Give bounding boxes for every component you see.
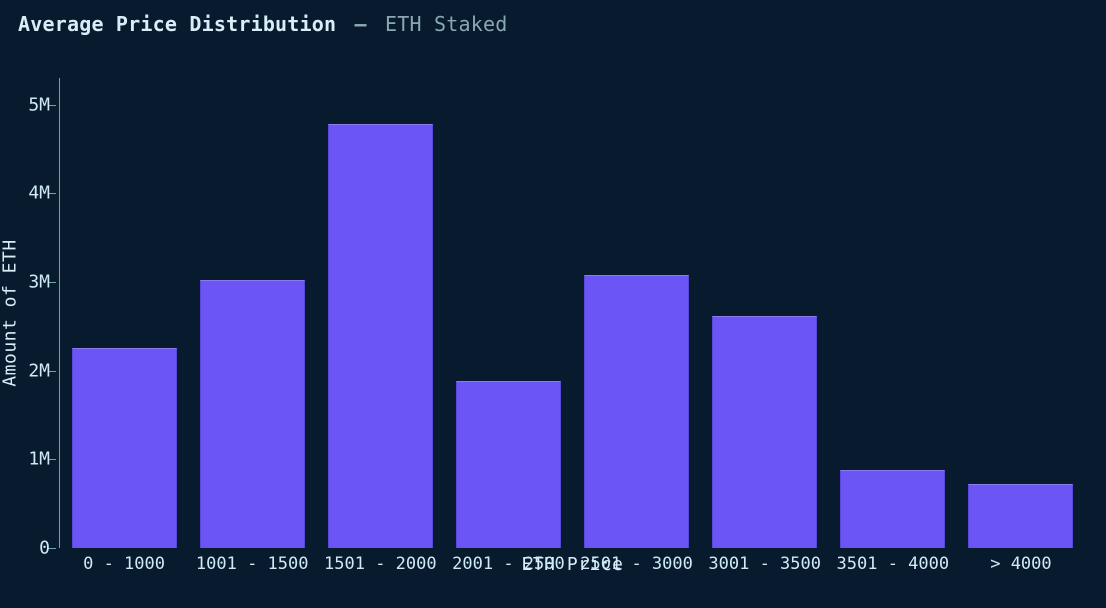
y-tick-label: 2M: [28, 360, 60, 381]
x-tick-label: > 4000: [990, 554, 1051, 574]
chart-title-main: Average Price Distribution: [18, 12, 336, 36]
bar: [72, 348, 177, 548]
y-axis-title: Amount of ETH: [0, 239, 21, 386]
y-tick-label: 0: [39, 538, 60, 559]
y-tick-label: 3M: [28, 271, 60, 292]
y-tick-label: 1M: [28, 449, 60, 470]
x-tick-label: 1001 - 1500: [196, 554, 309, 574]
chart-title-sub: ETH Staked: [385, 12, 507, 36]
x-tick-label: 2001 - 2500: [452, 554, 565, 574]
bar: [712, 316, 817, 548]
x-tick-label: 3001 - 3500: [708, 554, 821, 574]
y-tick-label: 4M: [28, 183, 60, 204]
bar: [840, 470, 945, 548]
x-tick-label: 2501 - 3000: [580, 554, 693, 574]
x-tick-label: 0 - 1000: [83, 554, 165, 574]
x-tick-label: 3501 - 4000: [837, 554, 950, 574]
chart-title: Average Price Distribution – ETH Staked: [18, 12, 507, 36]
bar: [200, 280, 305, 548]
y-tick-label: 5M: [28, 94, 60, 115]
bar: [584, 275, 689, 548]
bar: [456, 381, 561, 548]
x-axis-labels: ETH Price 0 - 10001001 - 15001501 - 2000…: [60, 548, 1085, 588]
plot-area: Amount of ETH ETH Price 0 - 10001001 - 1…: [60, 78, 1085, 548]
bar: [968, 484, 1073, 548]
bars-container: [60, 78, 1085, 548]
x-tick-label: 1501 - 2000: [324, 554, 437, 574]
chart-title-separator: –: [355, 12, 367, 36]
bar: [328, 124, 433, 548]
